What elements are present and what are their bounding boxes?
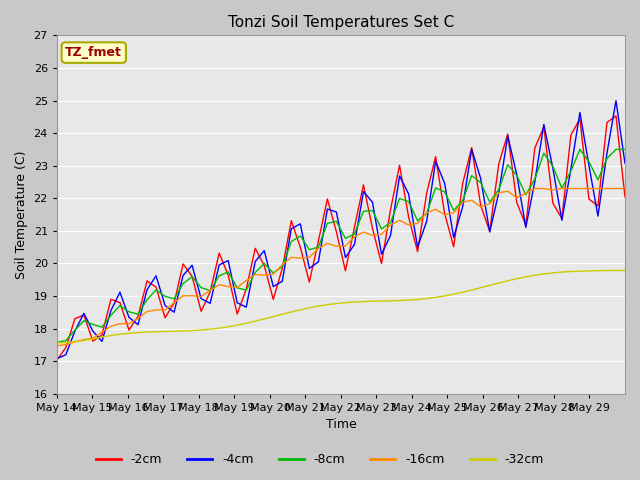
-16cm	[53, 343, 61, 348]
-16cm	[333, 243, 340, 249]
-8cm	[369, 208, 376, 214]
-32cm	[287, 309, 295, 315]
-4cm	[621, 160, 629, 166]
-32cm	[621, 268, 629, 274]
-16cm	[287, 254, 295, 260]
-8cm	[333, 218, 340, 224]
-2cm	[423, 191, 431, 196]
-2cm	[621, 194, 629, 200]
-2cm	[287, 218, 295, 224]
-2cm	[369, 226, 376, 231]
-32cm	[423, 296, 431, 301]
-32cm	[369, 299, 376, 304]
-32cm	[333, 300, 340, 306]
-8cm	[125, 309, 133, 315]
-16cm	[125, 321, 133, 326]
-8cm	[621, 146, 629, 152]
-4cm	[125, 314, 133, 320]
Line: -4cm: -4cm	[57, 101, 625, 359]
Line: -2cm: -2cm	[57, 116, 625, 360]
Line: -8cm: -8cm	[57, 149, 625, 342]
Line: -32cm: -32cm	[57, 271, 625, 343]
-8cm	[413, 218, 421, 224]
-32cm	[413, 297, 421, 302]
Text: TZ_fmet: TZ_fmet	[65, 46, 122, 59]
-8cm	[53, 339, 61, 345]
-32cm	[125, 330, 133, 336]
-16cm	[531, 186, 539, 192]
-2cm	[125, 327, 133, 333]
-4cm	[369, 199, 376, 205]
-8cm	[423, 211, 431, 216]
-8cm	[287, 239, 295, 244]
-8cm	[576, 146, 584, 152]
-4cm	[423, 219, 431, 225]
Y-axis label: Soil Temperature (C): Soil Temperature (C)	[15, 150, 28, 279]
-16cm	[423, 210, 431, 216]
-2cm	[413, 249, 421, 254]
Legend: -2cm, -4cm, -8cm, -16cm, -32cm: -2cm, -4cm, -8cm, -16cm, -32cm	[91, 448, 549, 471]
X-axis label: Time: Time	[326, 419, 356, 432]
-4cm	[333, 209, 340, 215]
Line: -16cm: -16cm	[57, 189, 625, 346]
Title: Tonzi Soil Temperatures Set C: Tonzi Soil Temperatures Set C	[228, 15, 454, 30]
-2cm	[612, 113, 620, 119]
-4cm	[53, 356, 61, 361]
-4cm	[287, 226, 295, 231]
-2cm	[333, 229, 340, 235]
-4cm	[413, 244, 421, 250]
-4cm	[612, 98, 620, 104]
-16cm	[413, 220, 421, 226]
-32cm	[53, 340, 61, 346]
-16cm	[621, 186, 629, 192]
-2cm	[53, 357, 61, 363]
-16cm	[369, 232, 376, 238]
